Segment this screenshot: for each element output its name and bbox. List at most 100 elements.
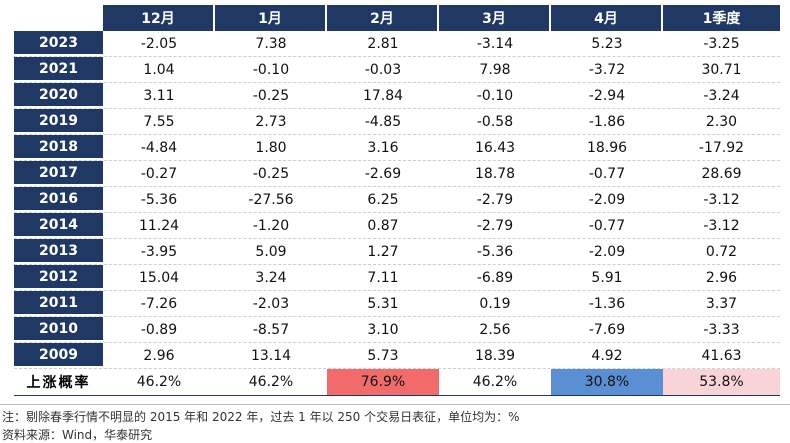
year-cell: 2017 xyxy=(14,161,103,186)
table-row: 2016 -5.36 -27.56 6.25 -2.79 -2.09 -3.12 xyxy=(14,187,780,213)
probability-cell-highlight-low: 30.8% xyxy=(551,369,663,395)
table-header-row: 12月 1月 2月 3月 4月 1季度 xyxy=(14,5,780,31)
value-cell: -3.33 xyxy=(703,321,740,338)
value-cell: 18.78 xyxy=(474,165,516,182)
table-row: 2012 15.04 3.24 7.11 -6.89 5.91 2.96 xyxy=(14,265,780,291)
table-row: 2018 -4.84 1.80 3.16 16.43 18.96 -17.92 xyxy=(14,135,780,161)
value-cell: -5.36 xyxy=(476,243,514,260)
value-cell: -3.14 xyxy=(476,35,514,52)
value-cell: 7.98 xyxy=(479,61,511,78)
probability-label: 上涨概率 xyxy=(26,375,91,391)
column-header: 1月 xyxy=(215,5,327,31)
year-cell: 2023 xyxy=(14,31,103,56)
value-cell: 2.30 xyxy=(705,113,738,130)
year-cell: 2009 xyxy=(14,343,103,368)
value-cell: -0.27 xyxy=(140,165,178,182)
value-cell: -3.12 xyxy=(703,191,740,208)
value-cell: 1.04 xyxy=(143,61,175,78)
value-cell: -1.86 xyxy=(588,113,626,130)
table-note: 注：剔除春季行情不明显的 2015 年和 2022 年，过去 1 年以 250 … xyxy=(2,410,520,424)
returns-table: 12月 1月 2月 3月 4月 1季度 2023 -2.05 7.38 2.81 -3.… xyxy=(14,5,780,396)
year-cell: 2018 xyxy=(14,135,103,160)
value-cell: -8.57 xyxy=(252,321,290,338)
year-cell: 2020 xyxy=(14,83,103,108)
value-cell: -2.69 xyxy=(364,165,402,182)
value-cell: 30.71 xyxy=(701,61,742,78)
value-cell: 18.96 xyxy=(586,139,628,156)
value-cell: 15.04 xyxy=(138,269,180,286)
value-cell: -0.77 xyxy=(588,217,626,234)
year-cell: 2016 xyxy=(14,187,103,212)
probability-cell: 46.2% xyxy=(248,374,294,390)
value-cell: -3.72 xyxy=(588,61,626,78)
value-cell: -0.10 xyxy=(476,87,514,104)
value-cell: -27.56 xyxy=(248,191,294,208)
value-cell: 2.96 xyxy=(143,347,175,364)
year-cell: 2011 xyxy=(14,291,103,316)
probability-cell: 46.2% xyxy=(472,374,518,390)
table-row: 2013 -3.95 5.09 1.27 -5.36 -2.09 0.72 xyxy=(14,239,780,265)
value-cell: -3.25 xyxy=(703,35,740,52)
value-cell: 2.56 xyxy=(479,321,511,338)
value-cell: 5.91 xyxy=(591,269,623,286)
value-cell: -0.10 xyxy=(252,61,290,78)
value-cell: -4.85 xyxy=(364,113,402,130)
value-cell: -1.36 xyxy=(588,295,626,312)
year-cell: 2019 xyxy=(14,109,103,134)
value-cell: -0.77 xyxy=(588,165,626,182)
value-cell: 7.55 xyxy=(143,113,175,130)
value-cell: -3.95 xyxy=(140,243,178,260)
value-cell: -4.84 xyxy=(140,139,178,156)
value-cell: 5.09 xyxy=(255,243,287,260)
notes-divider xyxy=(0,404,790,405)
value-cell: 1.80 xyxy=(255,139,287,156)
value-cell: 13.14 xyxy=(250,347,292,364)
value-cell: -2.05 xyxy=(140,35,178,52)
table-row: 2010 -0.89 -8.57 3.10 2.56 -7.69 -3.33 xyxy=(14,317,780,343)
value-cell: -2.09 xyxy=(588,243,626,260)
column-header: 3月 xyxy=(439,5,551,31)
value-cell: 5.23 xyxy=(591,35,623,52)
column-header: 12月 xyxy=(103,5,215,31)
value-cell: 3.10 xyxy=(367,321,399,338)
value-cell: 5.73 xyxy=(367,347,399,364)
value-cell: 3.16 xyxy=(367,139,399,156)
value-cell: 0.19 xyxy=(479,295,511,312)
value-cell: -0.25 xyxy=(252,165,290,182)
value-cell: -2.79 xyxy=(476,191,514,208)
table-row: 2019 7.55 2.73 -4.85 -0.58 -1.86 2.30 xyxy=(14,109,780,135)
value-cell: 41.63 xyxy=(701,347,742,364)
value-cell: 17.84 xyxy=(362,87,404,104)
value-cell: -0.89 xyxy=(140,321,178,338)
value-cell: 2.81 xyxy=(367,35,399,52)
table-body: 2023 -2.05 7.38 2.81 -3.14 5.23 -3.25 2021 1.04 -… xyxy=(14,31,780,369)
value-cell: 11.24 xyxy=(138,217,180,234)
value-cell: 7.11 xyxy=(367,269,399,286)
value-cell: -2.03 xyxy=(252,295,290,312)
value-cell: 7.38 xyxy=(255,35,287,52)
value-cell: -2.09 xyxy=(588,191,626,208)
value-cell: 28.69 xyxy=(701,165,742,182)
value-cell: -2.94 xyxy=(588,87,626,104)
value-cell: 2.96 xyxy=(705,269,738,286)
table-row: 2014 11.24 -1.20 0.87 -2.79 -0.77 -3.12 xyxy=(14,213,780,239)
value-cell: -1.20 xyxy=(252,217,290,234)
probability-cell-highlight-mid: 53.8% xyxy=(663,369,780,395)
probability-row: 上涨概率 46.2% 46.2% 76.9% 46.2% 30.8% 53.8% xyxy=(14,369,780,396)
value-cell: -3.12 xyxy=(703,217,740,234)
value-cell: -0.25 xyxy=(252,87,290,104)
year-cell: 2021 xyxy=(14,57,103,82)
value-cell: -0.03 xyxy=(364,61,402,78)
value-cell: 18.39 xyxy=(474,347,516,364)
probability-cell-highlight-high: 76.9% xyxy=(327,369,439,395)
table-row: 2020 3.11 -0.25 17.84 -0.10 -2.94 -3.24 xyxy=(14,83,780,109)
table-row: 2021 1.04 -0.10 -0.03 7.98 -3.72 30.71 xyxy=(14,57,780,83)
column-header: 4月 xyxy=(551,5,663,31)
value-cell: -7.69 xyxy=(588,321,626,338)
value-cell: -6.89 xyxy=(476,269,514,286)
year-cell: 2010 xyxy=(14,317,103,342)
column-header: 1季度 xyxy=(663,5,780,31)
value-cell: -7.26 xyxy=(140,295,178,312)
value-cell: 0.72 xyxy=(705,243,738,260)
value-cell: 1.27 xyxy=(367,243,399,260)
